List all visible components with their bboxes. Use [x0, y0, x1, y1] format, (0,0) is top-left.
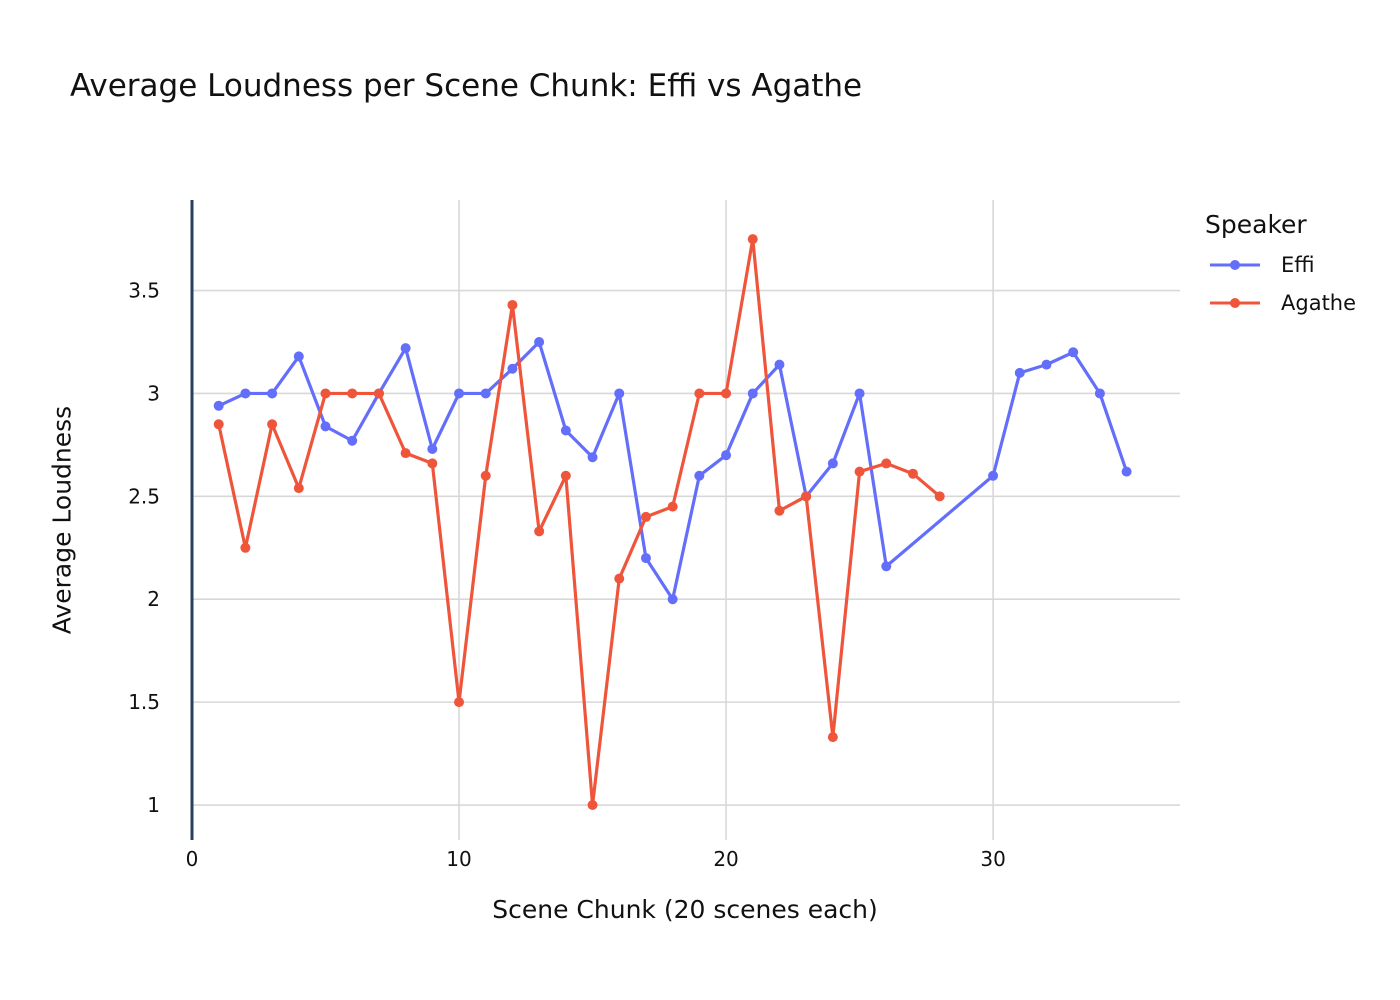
data-point-agathe [774, 505, 785, 516]
data-point-effi [827, 458, 838, 469]
legend-item-effi[interactable]: Effi [1205, 246, 1395, 284]
data-point-agathe [747, 234, 758, 245]
y-tick-label: 1.5 [128, 690, 160, 714]
x-tick-label: 10 [446, 847, 471, 871]
data-point-effi [747, 388, 758, 399]
grid-lines [192, 200, 1180, 840]
data-point-effi [614, 388, 625, 399]
data-point-effi [1121, 466, 1132, 477]
data-point-effi [881, 561, 892, 572]
x-tick-label: 0 [186, 847, 199, 871]
data-point-effi [347, 435, 358, 446]
data-point-effi [507, 363, 518, 374]
data-point-effi [854, 388, 865, 399]
data-point-effi [1068, 347, 1079, 358]
data-point-effi [721, 450, 732, 461]
data-point-effi [293, 351, 304, 362]
x-tick-label: 20 [713, 847, 738, 871]
data-point-effi [267, 388, 278, 399]
data-point-effi [213, 400, 224, 411]
series-line-agathe [217, 237, 942, 807]
data-point-agathe [640, 511, 651, 522]
data-point-effi [774, 359, 785, 370]
data-point-effi [1094, 388, 1105, 399]
data-point-agathe [213, 419, 224, 430]
x-tick-label: 30 [980, 847, 1005, 871]
legend-item-agathe[interactable]: Agathe [1205, 284, 1395, 322]
data-point-agathe [320, 388, 331, 399]
data-point-effi [427, 444, 438, 455]
data-point-agathe [721, 388, 732, 399]
data-point-agathe [614, 573, 625, 584]
chart-title: Average Loudness per Scene Chunk: Effi v… [70, 68, 863, 104]
y-tick-label: 1 [147, 793, 160, 817]
data-point-effi [1041, 359, 1052, 370]
y-axis-title: Average Loudness [47, 405, 77, 635]
data-point-agathe [801, 491, 812, 502]
data-point-agathe [934, 491, 945, 502]
legend-swatch-agathe [1210, 298, 1260, 308]
legend-marker-agathe [1230, 298, 1240, 308]
data-point-agathe [667, 501, 678, 512]
data-point-agathe [373, 388, 384, 399]
data-point-effi [240, 388, 251, 399]
data-point-agathe [400, 448, 411, 459]
data-point-effi [667, 594, 678, 605]
legend-swatch-effi [1210, 260, 1260, 270]
data-point-agathe [267, 419, 278, 430]
data-point-agathe [480, 470, 491, 481]
data-point-agathe [534, 526, 545, 537]
y-tick-label: 2 [147, 587, 160, 611]
data-point-agathe [587, 800, 598, 811]
data-point-agathe [854, 466, 865, 477]
data-point-effi [640, 553, 651, 564]
data-point-agathe [881, 458, 892, 469]
data-point-effi [1014, 367, 1025, 378]
y-tick-label: 3 [147, 381, 160, 405]
data-point-effi [587, 452, 598, 463]
y-tick-label: 3.5 [128, 279, 160, 303]
data-point-agathe [694, 388, 705, 399]
data-point-agathe [507, 299, 518, 310]
data-point-effi [320, 421, 331, 432]
x-axis-title: Scene Chunk (20 scenes each) [492, 895, 878, 924]
data-point-agathe [293, 483, 304, 494]
legend: Speaker Effi Agathe [1205, 210, 1395, 322]
data-point-effi [988, 470, 999, 481]
data-point-agathe [454, 697, 465, 708]
data-point-agathe [907, 468, 918, 479]
data-point-agathe [427, 458, 438, 469]
data-point-agathe [240, 542, 251, 553]
data-point-effi [560, 425, 571, 436]
data-point-effi [480, 388, 491, 399]
legend-title: Speaker [1205, 210, 1307, 239]
data-point-effi [694, 470, 705, 481]
data-point-agathe [560, 470, 571, 481]
data-point-effi [534, 336, 545, 347]
data-point-effi [400, 343, 411, 354]
legend-label-effi: Effi [1281, 253, 1315, 277]
legend-label-agathe: Agathe [1281, 291, 1357, 315]
data-point-agathe [347, 388, 358, 399]
data-point-agathe [827, 732, 838, 743]
y-tick-label: 2.5 [128, 484, 160, 508]
legend-marker-effi [1230, 260, 1240, 270]
series-agathe [213, 234, 945, 811]
series-line-effi [217, 340, 1129, 601]
series-effi [213, 336, 1132, 605]
data-point-effi [454, 388, 465, 399]
